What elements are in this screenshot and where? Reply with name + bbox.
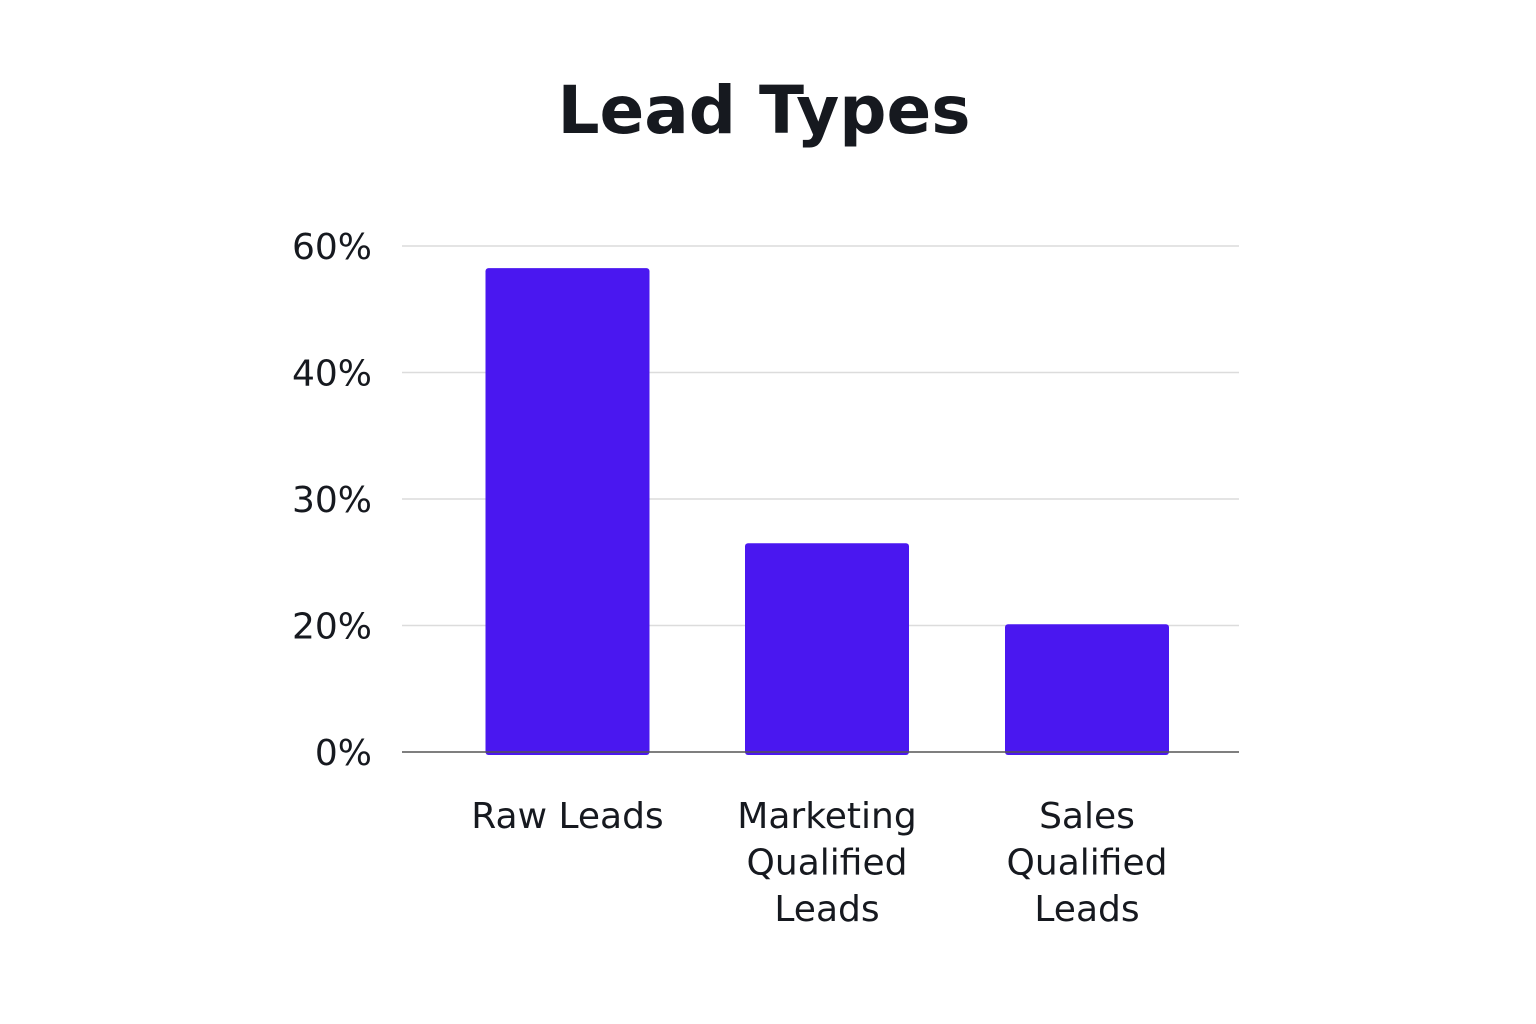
x-category-label-line: Leads (774, 889, 879, 930)
x-category-label: Raw Leads (471, 796, 663, 837)
x-category-label-line: Leads (1034, 889, 1139, 930)
x-axis-category-labels: Raw Leads Marketing Qualified Leads Sales Qua… (471, 796, 1167, 930)
y-tick-label: 40% (292, 354, 372, 395)
x-category-label-line: Qualified (1007, 843, 1168, 884)
x-category-label-line: Marketing (737, 796, 916, 837)
y-axis-tick-labels: 0% 20% 30% 40% 60% (292, 227, 372, 774)
y-tick-label: 30% (292, 480, 372, 521)
y-tick-label: 20% (292, 607, 372, 648)
y-tick-label: 60% (292, 227, 372, 268)
x-category-label: Sales Qualified Leads (1007, 796, 1168, 930)
chart-title: Lead Types (557, 72, 970, 149)
bar (485, 268, 650, 755)
x-category-label-line: Qualified (747, 843, 908, 884)
bar (1005, 624, 1169, 755)
x-category-label: Marketing Qualified Leads (737, 796, 916, 930)
x-category-label-line: Raw Leads (471, 796, 663, 837)
bar (745, 543, 909, 755)
x-category-label-line: Sales (1039, 796, 1135, 837)
bars (485, 268, 1169, 755)
y-tick-label: 0% (315, 733, 372, 774)
